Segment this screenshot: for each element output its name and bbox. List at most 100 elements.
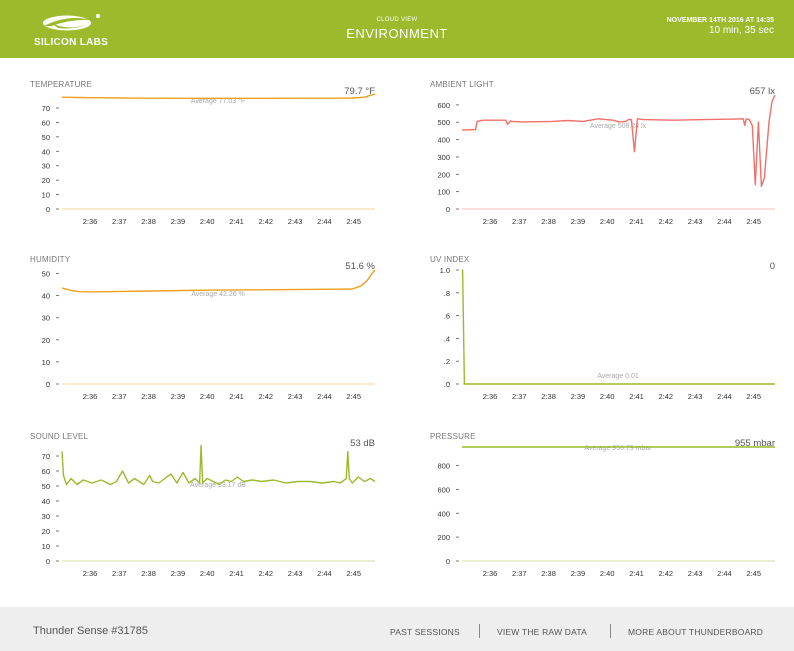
x-tick-label: 2:43 — [688, 217, 703, 226]
sound-level-average-label: Average 53.17 dB — [190, 482, 246, 489]
humidity-current-value: 51.6 % — [345, 261, 375, 272]
y-tick-label: 50 — [42, 482, 50, 491]
y-tick-label: 0 — [46, 205, 50, 214]
brand-name: SILICON LABS — [34, 37, 109, 48]
x-tick-label: 2:38 — [541, 392, 556, 401]
y-tick-label: 0 — [446, 557, 450, 566]
x-tick-label: 2:36 — [83, 217, 98, 226]
x-tick-label: 2:38 — [141, 217, 156, 226]
x-tick-label: 2:41 — [229, 569, 244, 578]
x-tick-label: 2:40 — [200, 569, 215, 578]
pressure-current-value: 955 mbar — [735, 438, 775, 449]
y-tick-label: 500 — [437, 118, 450, 127]
x-tick-label: 2:37 — [112, 392, 127, 401]
footer-divider — [479, 624, 480, 638]
y-tick-label: 0 — [446, 205, 450, 214]
y-tick-label: 40 — [42, 147, 50, 156]
more-about-thunderboard-link[interactable]: MORE ABOUT THUNDERBOARD — [628, 627, 764, 637]
y-tick-label: .4 — [444, 334, 450, 343]
x-tick-label: 2:42 — [258, 569, 273, 578]
footer-divider — [610, 624, 611, 638]
uv-index-average-label: Average 0.01 — [597, 373, 639, 380]
temperature-chart: TEMPERATURE 79.7 °F 0 10 20 30 40 50 60 70 2:36 2:3… — [30, 78, 380, 228]
x-tick-label: 2:44 — [717, 569, 732, 578]
pressure-title: PRESSURE — [430, 432, 476, 441]
pressure-chart: PRESSURE 955 mbar 0 200 400 600 800 2:36 2:37 2:3… — [430, 430, 780, 580]
x-tick-label: 2:45 — [746, 392, 761, 401]
x-tick-label: 2:42 — [658, 392, 673, 401]
y-tick-label: 70 — [42, 452, 50, 461]
app-header: SILICON LABS CLOUD VIEW ENVIRONMENT NOVE… — [0, 0, 794, 58]
x-tick-label: 2:43 — [288, 217, 303, 226]
y-tick-label: 10 — [42, 358, 50, 367]
x-tick-label: 2:43 — [288, 569, 303, 578]
y-tick-label: 200 — [437, 170, 450, 179]
humidity-title: HUMIDITY — [30, 255, 71, 264]
x-tick-label: 2:40 — [600, 392, 615, 401]
y-tick-label: 40 — [42, 497, 50, 506]
y-tick-label: 300 — [437, 153, 450, 162]
x-tick-label: 2:45 — [746, 217, 761, 226]
y-tick-label: 50 — [42, 270, 50, 279]
x-tick-label: 2:37 — [512, 569, 527, 578]
page-title: ENVIRONMENT — [346, 26, 448, 41]
y-tick-label: 40 — [42, 292, 50, 301]
x-tick-label: 2:44 — [717, 217, 732, 226]
x-tick-label: 2:41 — [629, 217, 644, 226]
device-name: Thunder Sense #31785 — [33, 625, 148, 637]
x-tick-label: 2:42 — [658, 217, 673, 226]
x-tick-label: 2:42 — [658, 569, 673, 578]
x-tick-label: 2:39 — [171, 569, 186, 578]
x-tick-label: 2:38 — [141, 392, 156, 401]
sound-level-series-line — [61, 444, 376, 486]
y-tick-label: 400 — [437, 509, 450, 518]
y-tick-label: 30 — [42, 162, 50, 171]
logo-mark-icon — [43, 14, 100, 31]
x-tick-label: 2:37 — [512, 392, 527, 401]
x-tick-label: 2:45 — [346, 217, 361, 226]
x-tick-label: 2:43 — [688, 392, 703, 401]
uv-index-series-line — [461, 269, 775, 385]
y-tick-label: 20 — [42, 336, 50, 345]
temperature-title: TEMPERATURE — [30, 80, 92, 89]
sound-level-chart: SOUND LEVEL 53 dB 0 10 20 30 40 50 60 70 2:36 2:37 2… — [30, 430, 380, 580]
x-tick-label: 2:36 — [83, 569, 98, 578]
y-tick-label: 70 — [42, 104, 50, 113]
x-tick-label: 2:43 — [688, 569, 703, 578]
y-tick-label: 800 — [437, 462, 450, 471]
app-footer: Thunder Sense #31785 PAST SESSIONS VIEW … — [0, 607, 794, 651]
x-tick-label: 2:45 — [346, 392, 361, 401]
sound-level-current-value: 53 dB — [350, 438, 375, 449]
humidity-chart: HUMIDITY 51.6 % 0 10 20 30 40 50 2:36 2:37 2:38 2:3… — [30, 253, 380, 403]
ambient-light-chart: AMBIENT LIGHT 657 lx 0 100 200 300 400 500 600 2:… — [430, 78, 780, 228]
y-tick-label: 200 — [437, 533, 450, 542]
x-tick-label: 2:44 — [317, 217, 332, 226]
temperature-current-value: 79.7 °F — [344, 86, 375, 97]
y-tick-label: 60 — [42, 467, 50, 476]
ambient-light-series-line — [461, 94, 776, 188]
y-tick-label: 100 — [437, 188, 450, 197]
x-tick-label: 2:39 — [571, 217, 586, 226]
view-raw-data-link[interactable]: VIEW THE RAW DATA — [497, 627, 587, 637]
ambient-light-current-value: 657 lx — [750, 86, 776, 97]
temperature-average-label: Average 77.03 °F — [191, 97, 245, 105]
silicon-labs-logo[interactable] — [30, 10, 130, 50]
x-tick-label: 2:44 — [317, 569, 332, 578]
x-tick-label: 2:37 — [512, 217, 527, 226]
x-tick-label: 2:38 — [541, 217, 556, 226]
session-duration: 10 min, 35 sec — [708, 25, 774, 36]
y-tick-label: 60 — [42, 118, 50, 127]
x-tick-label: 2:39 — [171, 392, 186, 401]
x-tick-label: 2:42 — [258, 217, 273, 226]
y-tick-label: 30 — [42, 314, 50, 323]
y-tick-label: .2 — [444, 357, 450, 366]
past-sessions-link[interactable]: PAST SESSIONS — [390, 627, 460, 637]
y-tick-label: 50 — [42, 133, 50, 142]
ambient-light-title: AMBIENT LIGHT — [430, 80, 494, 89]
x-tick-label: 2:40 — [200, 392, 215, 401]
uv-index-title: UV INDEX — [430, 255, 470, 264]
y-tick-label: 10 — [42, 191, 50, 200]
x-tick-label: 2:41 — [229, 392, 244, 401]
x-tick-label: 2:45 — [346, 569, 361, 578]
x-tick-label: 2:36 — [483, 569, 498, 578]
